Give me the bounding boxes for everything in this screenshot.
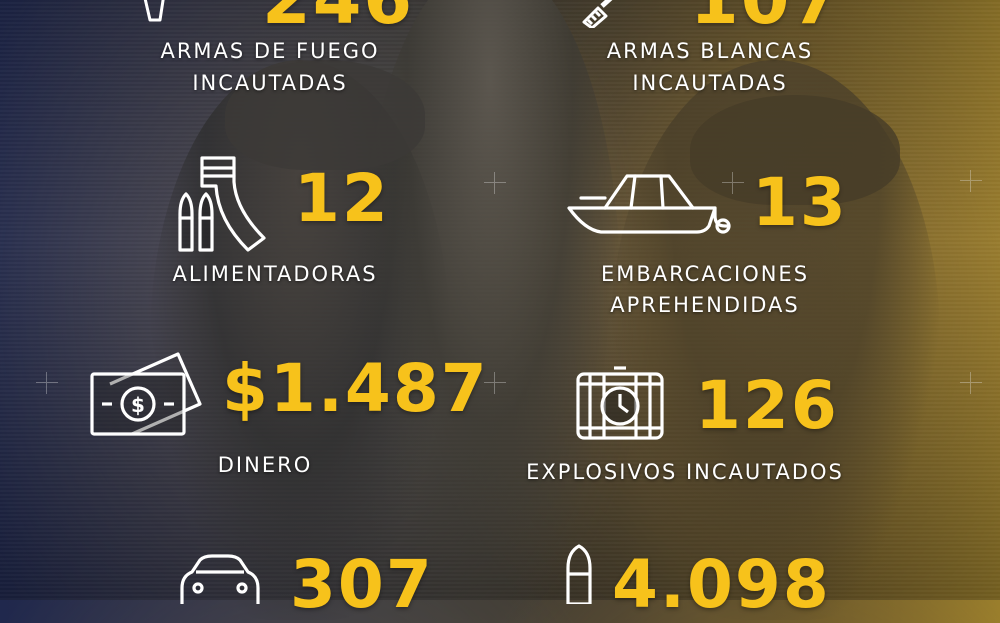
pistol-icon <box>140 0 180 22</box>
stat-label-embarcaciones-line2: APREHENDIDAS <box>610 293 800 317</box>
knife-icon <box>578 0 638 28</box>
stat-label-armas-fuego-line2: INCAUTADAS <box>192 71 348 95</box>
stat-value-municiones: 4.098 <box>612 546 831 623</box>
stat-label-embarcaciones-line1: EMBARCACIONES <box>600 262 810 286</box>
car-icon <box>172 554 266 604</box>
crosshair-mark <box>960 170 982 192</box>
stat-label-armas-fuego-line1: ARMAS DE FUEGO <box>160 39 380 63</box>
stat-value-armas-fuego: 246 <box>262 0 414 34</box>
crosshair-mark <box>960 372 982 394</box>
stat-value-explosivos: 126 <box>695 367 839 444</box>
ammo-magazine-icon <box>172 152 272 256</box>
bomb-icon <box>574 364 666 448</box>
helmet-left <box>225 60 425 170</box>
crosshair-mark <box>484 172 506 194</box>
stat-label-explosivos: EXPLOSIVOS INCAUTADOS <box>526 460 844 484</box>
stat-label-armas-blancas-line2: INCAUTADAS <box>632 71 788 95</box>
crosshair-mark <box>36 372 58 394</box>
stat-label-armas-blancas-line1: ARMAS BLANCAS <box>606 39 814 63</box>
crosshair-mark <box>484 372 506 394</box>
stat-value-alimentadoras: 12 <box>294 160 390 237</box>
stat-value-embarcaciones: 13 <box>752 164 848 241</box>
stat-label-alimentadoras: ALIMENTADORAS <box>172 262 378 286</box>
stat-label-dinero: DINERO <box>217 453 313 477</box>
svg-text:$: $ <box>131 393 145 417</box>
bullet-icon <box>564 544 594 604</box>
boat-icon <box>565 168 737 236</box>
stat-value-dinero: $1.487 <box>222 350 489 427</box>
crosshair-mark <box>722 172 744 194</box>
money-icon: $ <box>88 350 204 442</box>
stat-value-armas-blancas: 107 <box>690 0 842 34</box>
stat-value-vehiculos: 307 <box>290 546 434 623</box>
helmet-right <box>690 95 900 205</box>
